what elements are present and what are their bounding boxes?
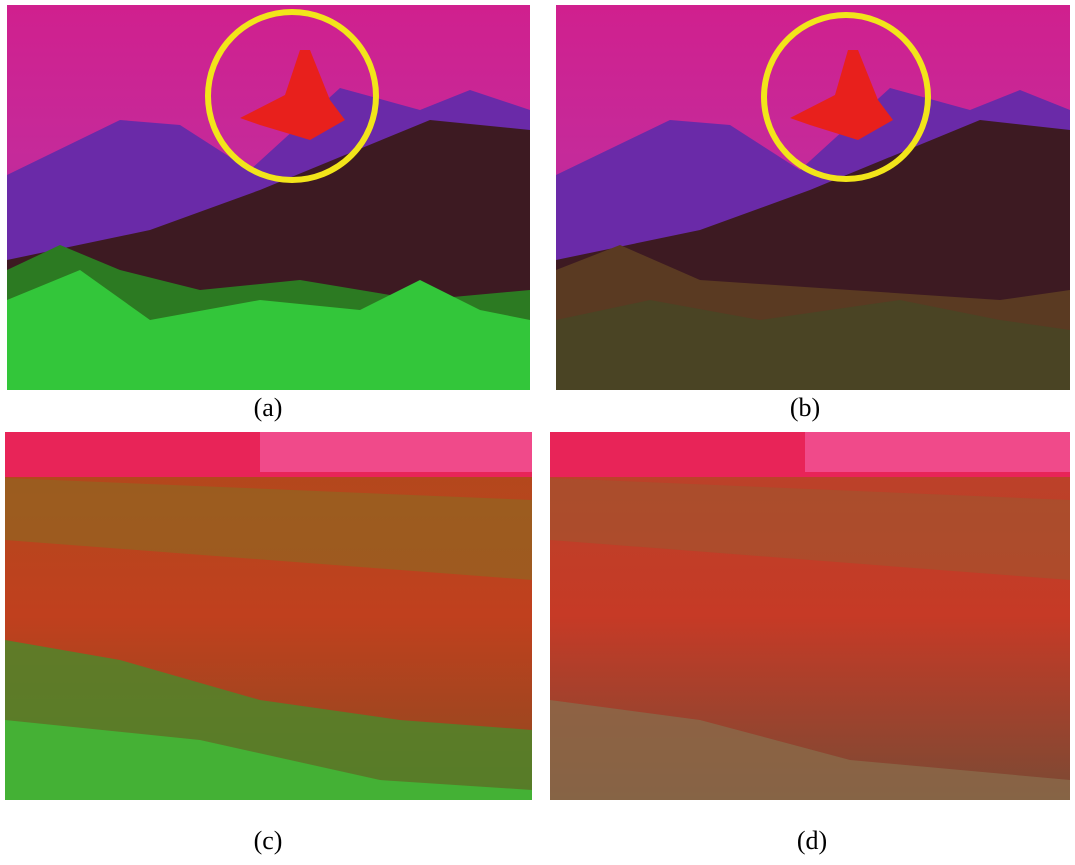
caption: (b)	[790, 393, 820, 422]
panel-a	[7, 5, 530, 390]
caption: (d)	[797, 826, 827, 855]
page: (a) (b) (c) (d) (() => { const data = JS…	[0, 0, 1075, 865]
figure: (a) (b) (c) (d)	[0, 0, 1075, 865]
panel-c	[5, 432, 532, 800]
panel-d	[550, 432, 1070, 800]
panel-b	[556, 5, 1070, 390]
caption: (c)	[254, 826, 283, 855]
caption: (a)	[254, 393, 283, 422]
